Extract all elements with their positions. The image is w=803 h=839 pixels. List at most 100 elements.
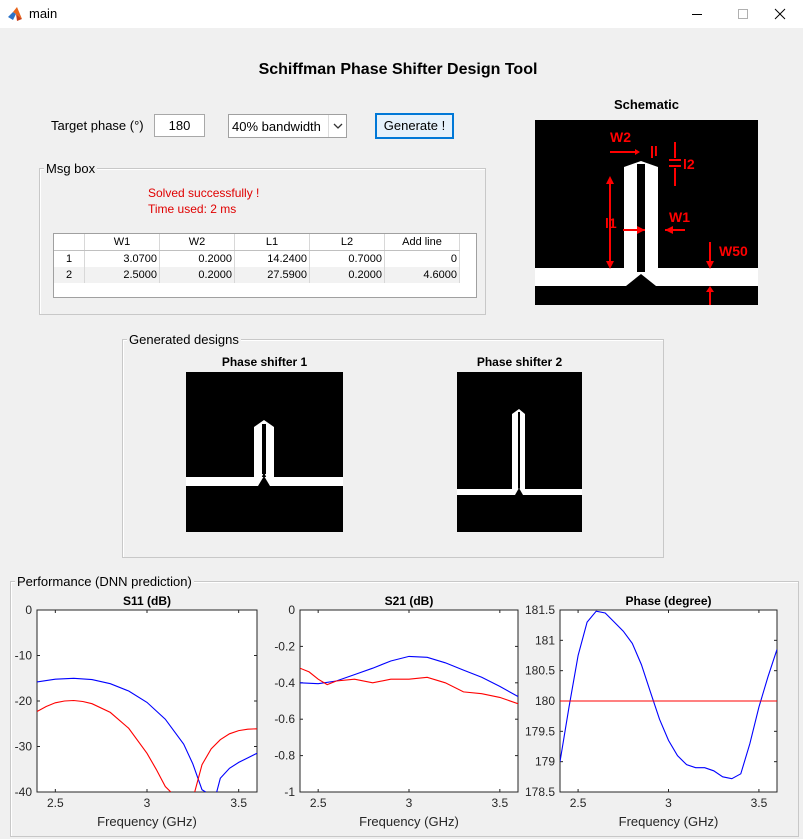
window-titlebar: main — [0, 0, 803, 28]
chart-title: S21 (dB) — [385, 594, 434, 608]
x-axis-label: Frequency (GHz) — [97, 814, 197, 829]
y-tick-label: 179.5 — [525, 724, 555, 738]
schematic-label-w1: W1 — [669, 209, 690, 225]
y-tick-label: -0.6 — [274, 712, 295, 726]
generated-designs-label: Generated designs — [127, 332, 241, 347]
table-row: 2 2.5000 0.2000 27.5900 0.2000 4.6000 — [54, 267, 460, 283]
table-corner — [54, 234, 85, 251]
generated-designs-panel — [122, 339, 664, 558]
row-header: 2 — [54, 267, 85, 283]
target-phase-label: Target phase (°) — [51, 118, 144, 133]
table-cell[interactable]: 0.2000 — [309, 267, 385, 283]
minimize-button[interactable] — [674, 0, 720, 28]
x-tick-label: 2.5 — [570, 796, 587, 810]
y-tick-label: 181.5 — [525, 603, 555, 617]
window-title: main — [29, 6, 58, 21]
y-tick-label: 180.5 — [525, 664, 555, 678]
results-table-container: W1 W2 L1 L2 Add line 1 3.0700 0.2000 14.… — [53, 233, 477, 298]
table-cell[interactable]: 14.2400 — [234, 250, 310, 267]
app-title: Schiffman Phase Shifter Design Tool — [258, 61, 538, 78]
table-cell[interactable]: 0.2000 — [159, 250, 235, 267]
schematic-diagram: W2 l l2 l1 W1 W50 — [535, 120, 758, 305]
y-tick-label: -1 — [284, 785, 295, 799]
y-tick-label: 0 — [288, 603, 295, 617]
table-cell[interactable]: 4.6000 — [384, 267, 460, 283]
chevron-down-icon — [333, 123, 343, 129]
maximize-icon — [738, 9, 748, 19]
series-line-1 — [216, 752, 257, 792]
time-message: Time used: 2 ms — [148, 202, 237, 216]
table-cell[interactable]: 0.2000 — [159, 267, 235, 283]
chart-title: Phase (degree) — [625, 594, 711, 608]
phase-shifter-2-title: Phase shifter 2 — [476, 355, 563, 369]
series-line-1 — [37, 677, 206, 792]
y-tick-label: -0.4 — [274, 676, 295, 690]
schematic-title: Schematic — [613, 97, 680, 112]
schematic-label-l: l — [654, 143, 658, 159]
col-header-l2[interactable]: L2 — [309, 234, 385, 251]
x-tick-label: 3 — [665, 796, 672, 810]
x-axis-label: Frequency (GHz) — [359, 814, 459, 829]
series-line-1 — [560, 610, 777, 780]
y-tick-label: -30 — [15, 740, 33, 754]
y-tick-label: -10 — [15, 649, 33, 663]
dropdown-arrow[interactable] — [328, 115, 347, 137]
x-tick-label: 3.5 — [491, 796, 508, 810]
close-icon — [774, 8, 786, 20]
schematic-label-l1: l1 — [605, 215, 617, 231]
x-tick-label: 3 — [406, 796, 413, 810]
y-tick-label: 0 — [25, 603, 32, 617]
bandwidth-selected: 40% bandwidth — [232, 119, 321, 134]
msg-box-panel — [39, 168, 486, 315]
minimize-icon — [692, 14, 702, 15]
row-header: 1 — [54, 250, 85, 267]
chart-title: S11 (dB) — [123, 594, 171, 608]
y-tick-label: 180 — [535, 694, 555, 708]
x-tick-label: 3 — [144, 796, 151, 810]
x-tick-label: 2.5 — [47, 796, 64, 810]
series-line-2 — [37, 699, 172, 792]
s21-chart: S21 (dB) Frequency (GHz) 2.5 3 3.5 0 -0.2 -0.4 -… — [274, 594, 519, 829]
bandwidth-dropdown[interactable]: 40% bandwidth — [228, 114, 347, 138]
table-header-row: W1 W2 L1 L2 Add line — [54, 234, 460, 251]
phase-shifter-1-title: Phase shifter 1 — [221, 355, 308, 369]
target-phase-input[interactable]: 180 — [154, 114, 205, 137]
series-line-2 — [194, 728, 257, 792]
results-table: W1 W2 L1 L2 Add line 1 3.0700 0.2000 14.… — [54, 234, 460, 283]
status-message: Solved successfully ! — [148, 186, 260, 200]
x-tick-label: 3.5 — [751, 796, 768, 810]
table-cell[interactable]: 0.7000 — [309, 250, 385, 267]
performance-label: Performance (DNN prediction) — [15, 574, 194, 589]
schematic-label-w2: W2 — [610, 129, 631, 145]
col-header-add-line[interactable]: Add line — [384, 234, 460, 251]
x-tick-label: 2.5 — [310, 796, 327, 810]
generate-button[interactable]: Generate ! — [375, 113, 454, 139]
y-tick-label: 181 — [535, 633, 555, 647]
matlab-icon — [8, 7, 22, 21]
phase-shifter-1-layout — [186, 372, 343, 532]
table-cell[interactable]: 0 — [384, 250, 460, 267]
maximize-button[interactable] — [720, 0, 766, 28]
close-button[interactable] — [757, 0, 803, 28]
col-header-w2[interactable]: W2 — [159, 234, 235, 251]
table-row: 1 3.0700 0.2000 14.2400 0.7000 0 — [54, 250, 460, 267]
table-cell[interactable]: 27.5900 — [234, 267, 310, 283]
y-tick-label: 178.5 — [525, 785, 555, 799]
table-cell[interactable]: 2.5000 — [84, 267, 160, 283]
col-header-w1[interactable]: W1 — [84, 234, 160, 251]
schematic-label-w50: W50 — [719, 243, 748, 259]
y-tick-label: -20 — [15, 694, 33, 708]
plot-area — [299, 609, 519, 793]
y-tick-label: -0.8 — [274, 749, 295, 763]
table-cell[interactable]: 3.0700 — [84, 250, 160, 267]
y-tick-label: 179 — [535, 755, 555, 769]
col-header-l1[interactable]: L1 — [234, 234, 310, 251]
phase-shifter-2-layout — [457, 372, 582, 532]
msg-box-label: Msg box — [44, 161, 98, 176]
s11-chart: S11 (dB) Frequency (GHz) 2.5 3 3.5 0 -10 -20 -30… — [15, 594, 258, 829]
series-line-2 — [300, 667, 518, 705]
y-tick-label: -40 — [15, 785, 33, 799]
x-tick-label: 3.5 — [230, 796, 247, 810]
schematic-label-l2: l2 — [683, 156, 695, 172]
y-tick-label: -0.2 — [274, 639, 295, 653]
